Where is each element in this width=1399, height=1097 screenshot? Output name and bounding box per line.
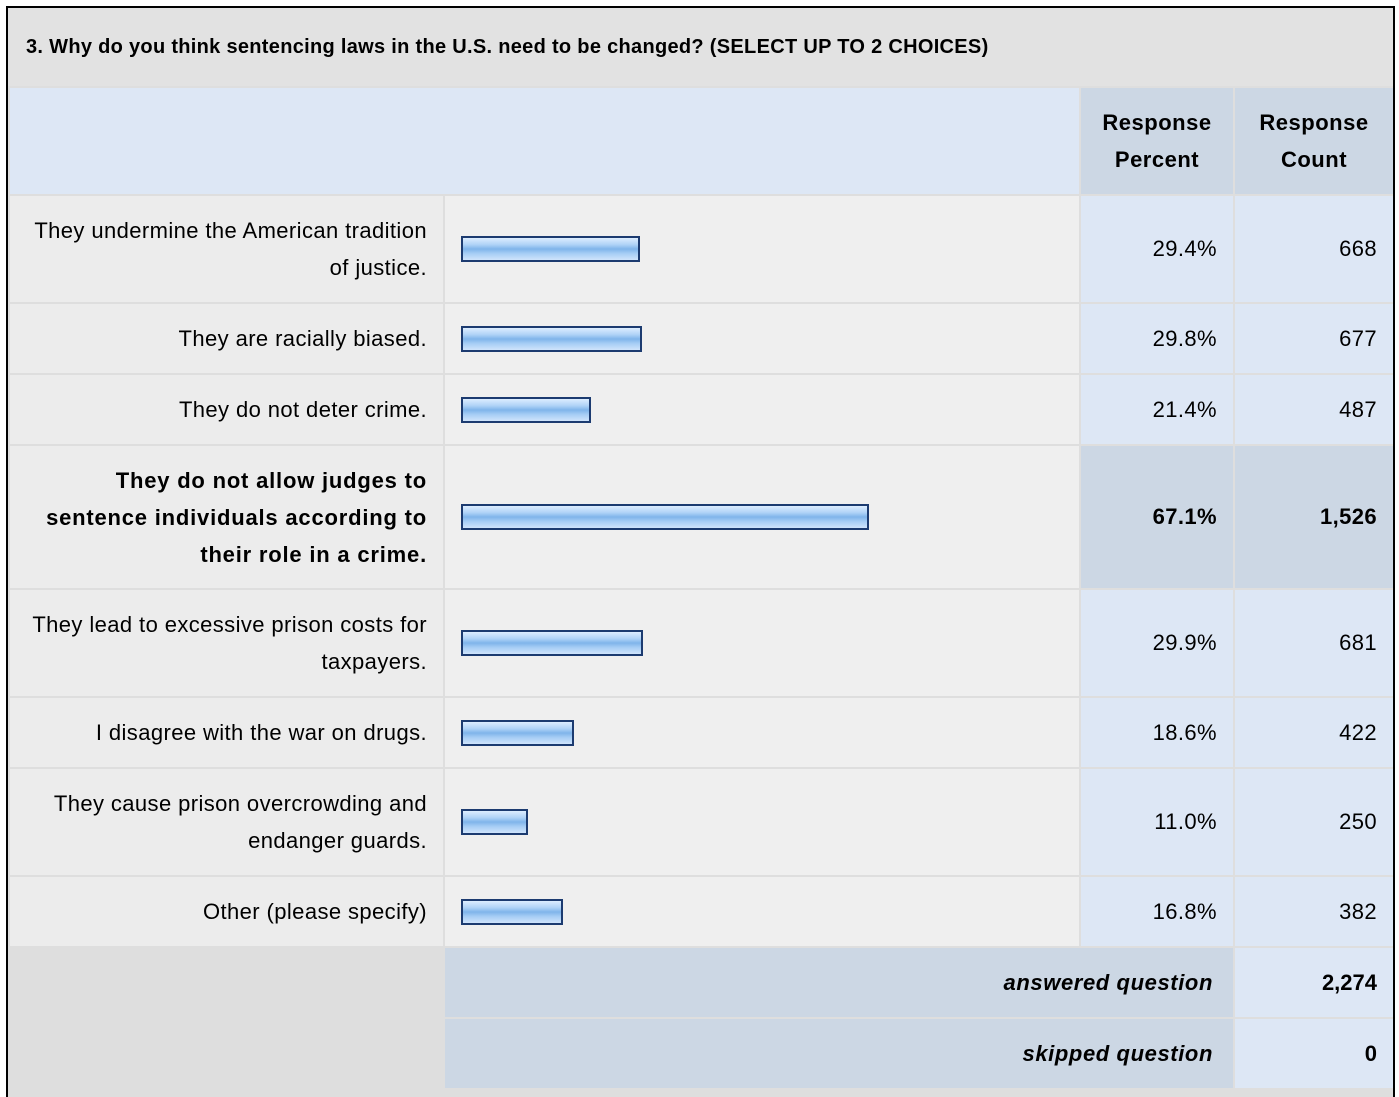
response-percent: 29.8% (1081, 304, 1233, 373)
response-percent: 29.4% (1081, 196, 1233, 302)
response-row: They lead to excessive prison costs for … (10, 590, 1393, 696)
bar-cell (445, 877, 1079, 946)
response-bar (461, 898, 563, 925)
response-percent-header: Response Percent (1081, 88, 1233, 194)
response-count: 250 (1235, 769, 1393, 875)
bar-cell (445, 769, 1079, 875)
skipped-blank (10, 1019, 443, 1088)
response-bar (461, 504, 869, 530)
answer-choice-label: They do not allow judges to sentence ind… (10, 446, 443, 588)
response-count: 668 (1235, 196, 1393, 302)
response-bar (461, 396, 591, 423)
response-count: 487 (1235, 375, 1393, 444)
header-blank (10, 88, 1079, 194)
response-row: They undermine the American tradition of… (10, 196, 1393, 302)
response-bar (461, 236, 640, 262)
response-bar (461, 719, 574, 746)
response-row: Other (please specify) 16.8% 382 (10, 877, 1393, 946)
bar-cell (445, 698, 1079, 767)
response-row: They are racially biased. 29.8% 677 (10, 304, 1393, 373)
response-count: 382 (1235, 877, 1393, 946)
survey-question-panel: 3. Why do you think sentencing laws in t… (6, 6, 1395, 1097)
answer-choice-label: They lead to excessive prison costs for … (10, 590, 443, 696)
answered-row: answered question 2,274 (10, 948, 1393, 1017)
skipped-question-value: 0 (1235, 1019, 1393, 1088)
answered-question-label: answered question (445, 948, 1233, 1017)
bar-cell (445, 446, 1079, 588)
response-count: 681 (1235, 590, 1393, 696)
bar-cell (445, 196, 1079, 302)
response-percent: 11.0% (1081, 769, 1233, 875)
answer-choice-label: They undermine the American tradition of… (10, 196, 443, 302)
answer-choice-label: Other (please specify) (10, 877, 443, 946)
answer-choice-label: I disagree with the war on drugs. (10, 698, 443, 767)
answered-blank (10, 948, 443, 1017)
response-percent: 21.4% (1081, 375, 1233, 444)
response-percent: 16.8% (1081, 877, 1233, 946)
response-row: They do not allow judges to sentence ind… (10, 446, 1393, 588)
answer-choice-label: They do not deter crime. (10, 375, 443, 444)
answer-choice-label: They are racially biased. (10, 304, 443, 373)
skipped-question-label: skipped question (445, 1019, 1233, 1088)
response-row: They do not deter crime. 21.4% 487 (10, 375, 1393, 444)
response-table: Response Percent Response Count They und… (8, 86, 1395, 1090)
question-title: 3. Why do you think sentencing laws in t… (8, 8, 1393, 86)
response-percent: 18.6% (1081, 698, 1233, 767)
response-count-header: Response Count (1235, 88, 1393, 194)
response-bar (461, 630, 643, 656)
response-row: I disagree with the war on drugs. 18.6% 42… (10, 698, 1393, 767)
response-count: 422 (1235, 698, 1393, 767)
bar-cell (445, 375, 1079, 444)
response-count: 1,526 (1235, 446, 1393, 588)
response-row: They cause prison overcrowding and endan… (10, 769, 1393, 875)
answered-question-value: 2,274 (1235, 948, 1393, 1017)
response-percent: 29.9% (1081, 590, 1233, 696)
response-bar (461, 325, 642, 352)
bar-cell (445, 304, 1079, 373)
response-percent: 67.1% (1081, 446, 1233, 588)
response-bar (461, 809, 528, 835)
response-count: 677 (1235, 304, 1393, 373)
skipped-row: skipped question 0 (10, 1019, 1393, 1088)
answer-choice-label: They cause prison overcrowding and endan… (10, 769, 443, 875)
bar-cell (445, 590, 1079, 696)
header-row: Response Percent Response Count (10, 88, 1393, 194)
